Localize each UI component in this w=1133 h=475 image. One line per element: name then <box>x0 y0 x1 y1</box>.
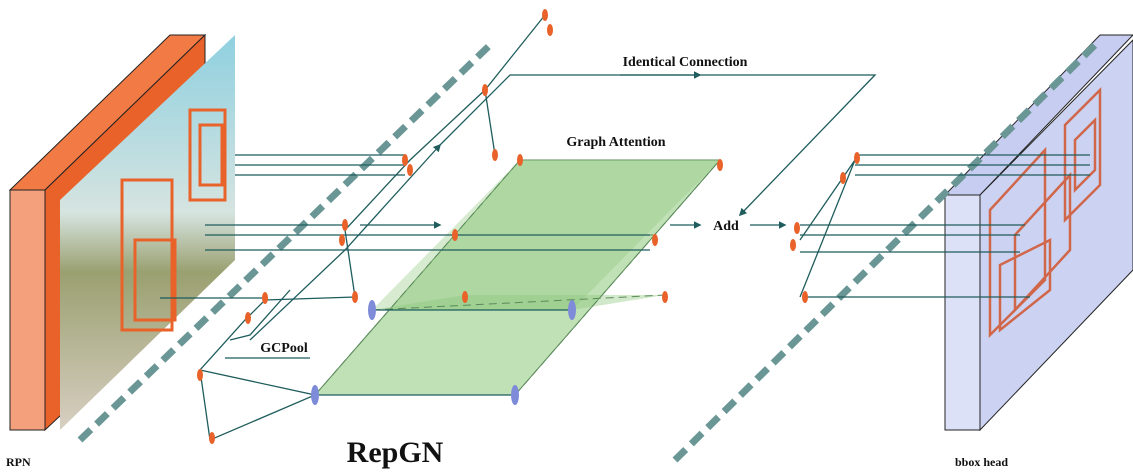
separator <box>672 42 1098 463</box>
graph-attention-planes <box>313 159 722 396</box>
nodes <box>197 9 860 444</box>
add-label: Add <box>713 219 739 234</box>
bbox-head-label: bbox head <box>955 455 1008 469</box>
repgn-label: RepGN <box>347 436 444 469</box>
separator <box>77 42 493 443</box>
rpn-block <box>8 33 235 432</box>
rpn-label: RPN <box>6 455 31 469</box>
graph-attention-label: Graph Attention <box>566 135 665 150</box>
bbox-head-block <box>943 34 1133 432</box>
gcpool-label: GCPool <box>260 341 308 356</box>
identical-connection-label: Identical Connection <box>623 55 748 70</box>
